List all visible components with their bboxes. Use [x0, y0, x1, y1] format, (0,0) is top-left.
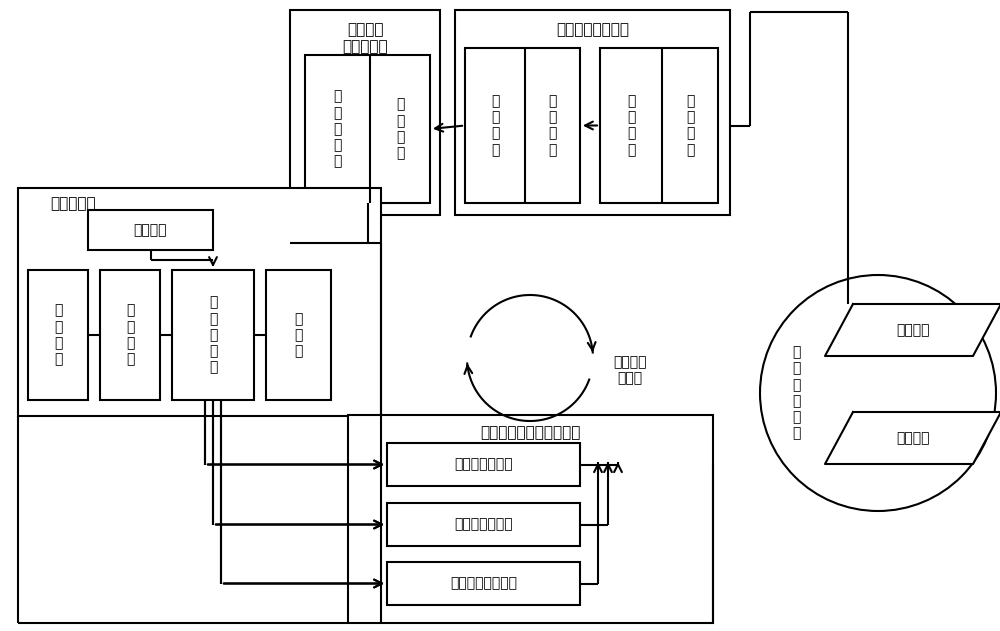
Bar: [88, 210, 213, 250]
Text: 可调光刺激系统: 可调光刺激系统: [454, 457, 513, 471]
Polygon shape: [825, 412, 1000, 464]
Text: 显示设备: 显示设备: [134, 223, 167, 237]
Text: 响应脑区: 响应脑区: [896, 431, 930, 445]
Text: 脑
电
信
号: 脑 电 信 号: [686, 94, 694, 156]
Bar: [465, 48, 580, 203]
Text: 脑
电
信
号: 脑 电 信 号: [396, 98, 404, 160]
Text: 预
处
理
电
路: 预 处 理 电 路: [333, 90, 341, 168]
Text: 调节控制器: 调节控制器: [50, 196, 96, 211]
Text: 存
储
器: 存 储 器: [294, 312, 303, 358]
Text: 探
测
电
极: 探 测 电 极: [627, 94, 635, 156]
Bar: [100, 270, 160, 400]
Text: 探测脑区: 探测脑区: [896, 323, 930, 337]
Bar: [172, 270, 254, 400]
Text: 脑电信号
预处理模块: 脑电信号 预处理模块: [342, 22, 388, 54]
Bar: [387, 503, 580, 546]
Bar: [455, 10, 730, 215]
Bar: [305, 55, 430, 203]
Polygon shape: [825, 304, 1000, 356]
Bar: [266, 270, 331, 400]
Text: 输
入
设
备: 输 入 设 备: [54, 304, 62, 367]
Text: 可调声刺激系统: 可调声刺激系统: [454, 517, 513, 531]
Text: 光声电磁一体化调节模块: 光声电磁一体化调节模块: [480, 425, 581, 440]
Text: 脑电信号探测模块: 脑电信号探测模块: [556, 23, 629, 37]
Text: 脑
电
信
号: 脑 电 信 号: [548, 94, 556, 156]
Bar: [28, 270, 88, 400]
Bar: [18, 188, 381, 416]
Circle shape: [760, 275, 996, 511]
Bar: [600, 48, 718, 203]
Text: 可调电磁刺激系统: 可调电磁刺激系统: [450, 577, 517, 591]
Text: 探
测
电
路: 探 测 电 路: [491, 94, 499, 156]
Text: 闭环反馈
式结构: 闭环反馈 式结构: [613, 355, 647, 385]
Text: 运
算
处
理
器: 运 算 处 理 器: [209, 295, 217, 374]
Text: 操
作
系
统: 操 作 系 统: [126, 304, 134, 367]
Text: 调
节
目
标
大
脑: 调 节 目 标 大 脑: [792, 346, 800, 440]
Bar: [290, 10, 440, 215]
Bar: [387, 443, 580, 486]
Bar: [387, 562, 580, 605]
Bar: [348, 415, 713, 623]
